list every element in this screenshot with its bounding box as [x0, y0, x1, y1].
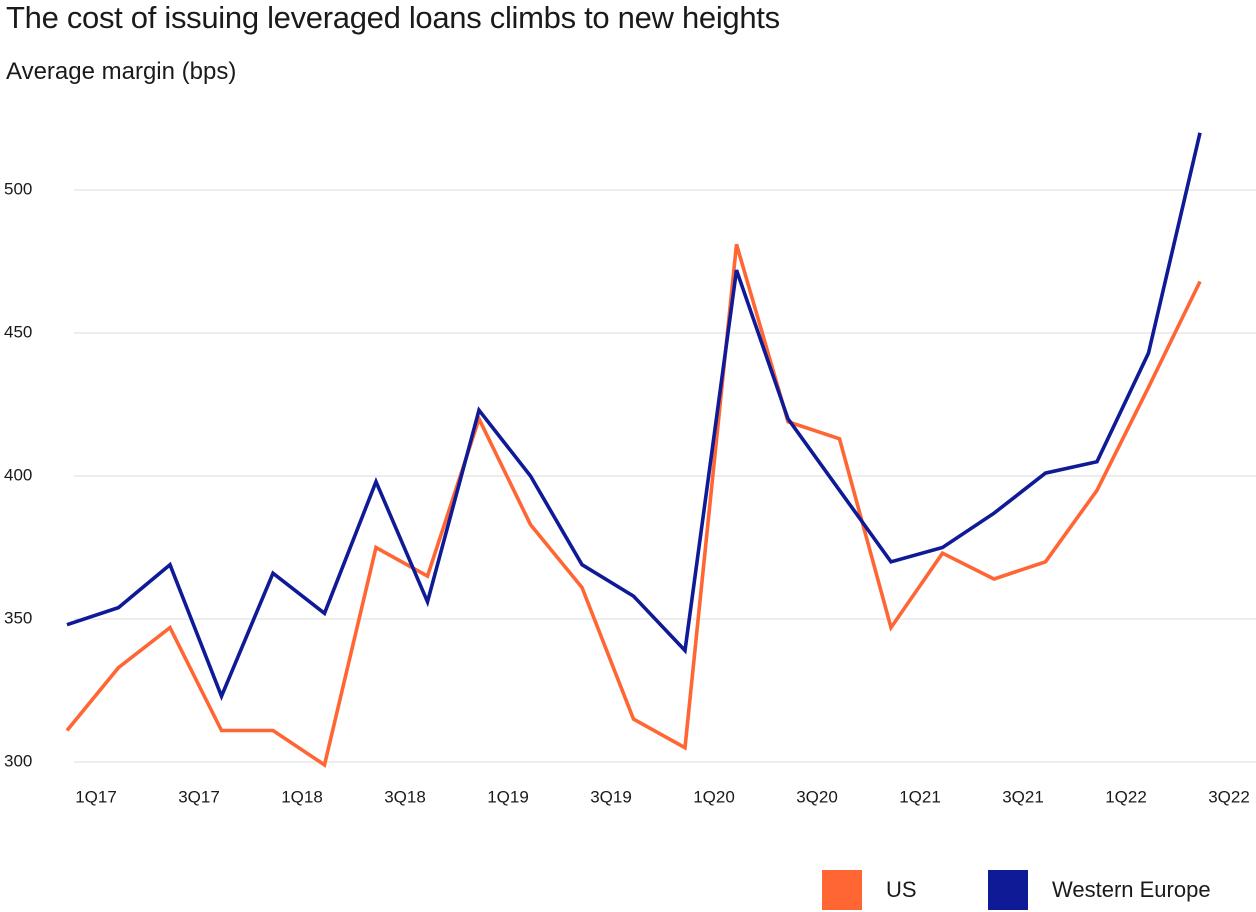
x-tick-label-3Q17: 3Q17 — [178, 787, 220, 806]
y-axis-label: Average margin (bps) — [6, 58, 237, 85]
chart-title: The cost of issuing leveraged loans clim… — [6, 0, 780, 35]
y-tick-label-500: 500 — [4, 179, 32, 198]
x-axis-ticks: 1Q17 3Q17 1Q18 3Q18 1Q19 3Q19 1Q20 3Q20 1Q21 3Q21… — [75, 787, 1250, 806]
x-tick-label-1Q19: 1Q19 — [487, 787, 529, 806]
y-tick-label-400: 400 — [4, 465, 32, 484]
series-line-western-europe — [66, 132, 1202, 701]
x-tick-label-3Q22: 3Q22 — [1208, 787, 1250, 806]
x-tick-label-1Q20: 1Q20 — [693, 787, 735, 806]
y-tick-label-450: 450 — [4, 322, 32, 341]
x-tick-label-3Q21: 3Q21 — [1002, 787, 1044, 806]
x-tick-label-3Q18: 3Q18 — [384, 787, 426, 806]
x-tick-label-3Q20: 3Q20 — [796, 787, 838, 806]
legend-label-western-europe: Western Europe — [1052, 877, 1211, 902]
legend-label-us: US — [886, 877, 917, 902]
y-tick-label-300: 300 — [4, 751, 32, 770]
series-line-us — [65, 243, 1202, 768]
series-lines — [65, 132, 1202, 768]
legend: US Western Europe — [0, 870, 1256, 912]
y-axis-ticks: 300 350 400 450 500 — [4, 179, 32, 770]
legend-swatch-us — [822, 870, 862, 910]
gridlines — [74, 189, 1256, 763]
x-tick-label-1Q17: 1Q17 — [75, 787, 117, 806]
x-tick-label-3Q19: 3Q19 — [590, 787, 632, 806]
legend-swatch-western-europe — [988, 870, 1028, 910]
x-tick-label-1Q18: 1Q18 — [281, 787, 323, 806]
legend-item-western-europe: Western Europe — [988, 870, 1211, 910]
y-tick-label-350: 350 — [4, 608, 32, 627]
x-tick-label-1Q21: 1Q21 — [899, 787, 941, 806]
x-tick-label-1Q22: 1Q22 — [1105, 787, 1147, 806]
legend-item-us: US — [822, 870, 917, 910]
